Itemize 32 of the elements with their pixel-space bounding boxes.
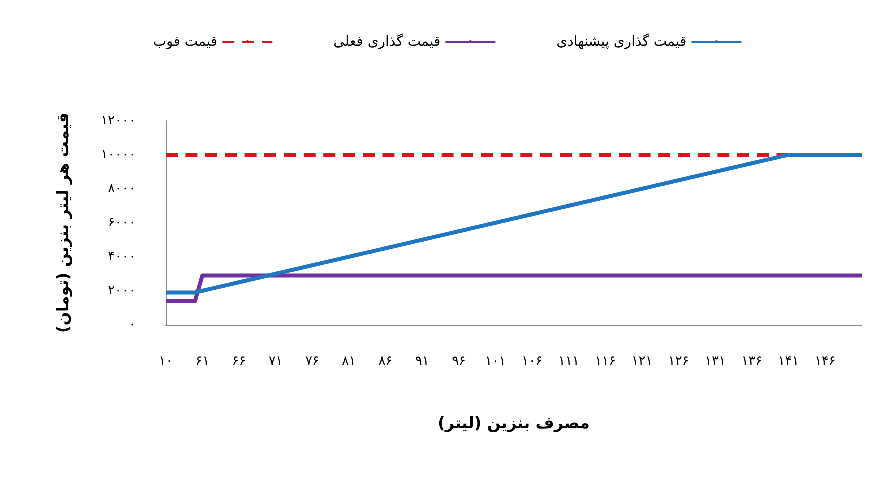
x-tick-label: ۷۶ bbox=[306, 354, 320, 369]
x-tick-label: ۸۶ bbox=[378, 354, 393, 369]
y-tick-label: ۱۲۰۰۰ bbox=[101, 114, 136, 128]
x-tick-label: ۱۱۶ bbox=[595, 354, 616, 369]
x-tick-label: ۱۴۱ bbox=[778, 354, 800, 369]
x-axis-title: مصرف بنزین (لیتر) bbox=[438, 414, 590, 432]
x-tick-label: ۶۶ bbox=[232, 354, 246, 369]
y-axis-title: قیمت هر لیتر بنزین (تومان) bbox=[54, 112, 72, 334]
legend-label: قیمت گذاری پیشنهادی bbox=[556, 33, 687, 50]
x-tick-label: ۱۴۶ bbox=[814, 354, 836, 369]
line-series bbox=[164, 153, 864, 295]
x-tick-label: ۱۰ bbox=[159, 354, 173, 369]
x-tick-label: ۱۲۶ bbox=[668, 354, 690, 369]
x-tick-label: ۶۱ bbox=[196, 354, 210, 369]
x-tick-label: ۱۳۶ bbox=[742, 354, 763, 369]
x-tick-label: ۱۱۱ bbox=[558, 354, 580, 369]
legend-label: قیمت فوب bbox=[153, 34, 218, 50]
y-tick-label: ۰ bbox=[129, 318, 136, 332]
x-tick-label: ۷۱ bbox=[268, 354, 283, 369]
x-tick-label: ۱۰۶ bbox=[522, 354, 543, 369]
y-tick-label: ۱۰۰۰۰ bbox=[101, 148, 136, 162]
x-tick-label: ۹۶ bbox=[452, 354, 466, 369]
x-tick-label: ۹۱ bbox=[415, 354, 430, 369]
x-tick-label: ۱۳۱ bbox=[704, 354, 726, 369]
x-tick-label: ۱۲۱ bbox=[632, 354, 653, 369]
y-tick-label: ۸۰۰۰ bbox=[108, 182, 136, 196]
y-tick-label: ۶۰۰۰ bbox=[108, 216, 136, 230]
y-tick-label: ۲۰۰۰ bbox=[108, 284, 136, 298]
y-tick-label: ۴۰۰۰ bbox=[108, 250, 136, 264]
x-tick-label: ۸۱ bbox=[342, 354, 356, 369]
legend-label: قیمت گذاری فعلی bbox=[334, 33, 441, 50]
x-tick-label: ۱۰۱ bbox=[485, 354, 506, 369]
